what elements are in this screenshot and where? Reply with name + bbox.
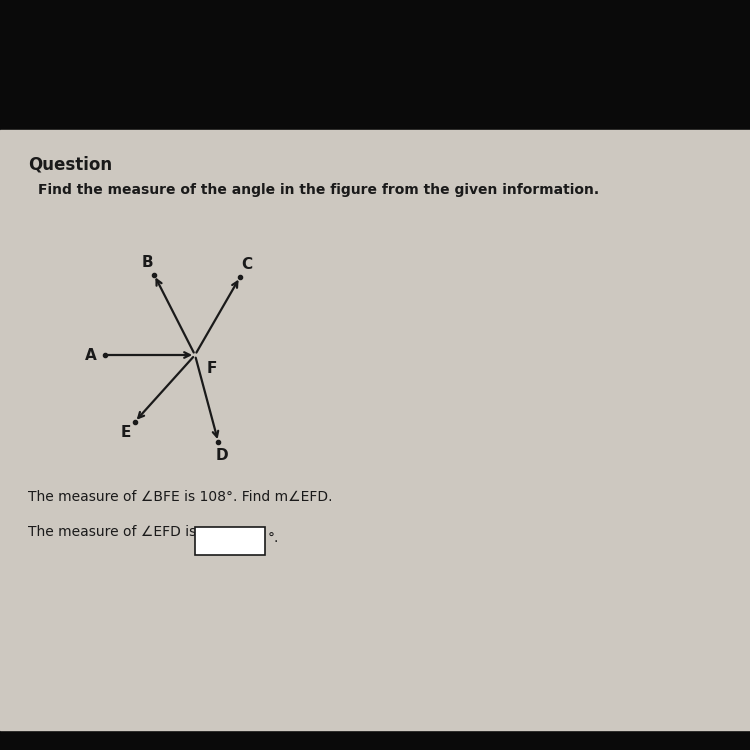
Text: F: F: [207, 361, 218, 376]
Text: A: A: [85, 347, 97, 362]
Text: The measure of ∠EFD is: The measure of ∠EFD is: [28, 525, 196, 539]
Bar: [195, 527, 265, 555]
Text: E: E: [120, 424, 130, 439]
Text: The measure of ∠BFE is 108°. Find m∠EFD.: The measure of ∠BFE is 108°. Find m∠EFD.: [28, 490, 332, 504]
Text: Find the measure of the angle in the figure from the given information.: Find the measure of the angle in the fig…: [38, 183, 599, 197]
Text: Question: Question: [28, 155, 112, 173]
Text: B: B: [142, 255, 154, 270]
Bar: [0, 130, 750, 730]
Text: °.: °.: [268, 531, 279, 545]
Text: C: C: [242, 257, 253, 272]
Text: D: D: [215, 448, 228, 463]
